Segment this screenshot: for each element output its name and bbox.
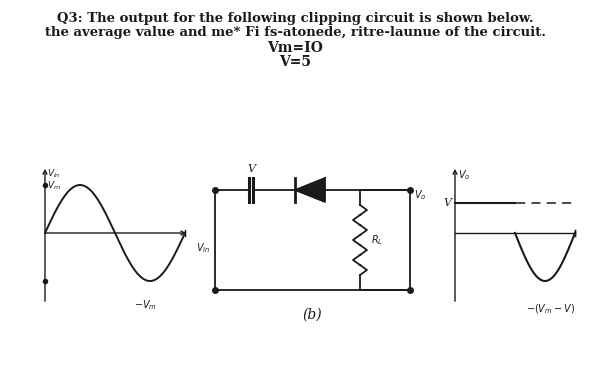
Text: $-(V_m - V)$: $-(V_m - V)$ (527, 302, 576, 316)
Text: (b): (b) (303, 308, 322, 322)
Text: $V_o$: $V_o$ (458, 168, 470, 182)
Text: $V_o$: $V_o$ (414, 188, 427, 202)
Text: $R_L$: $R_L$ (371, 233, 383, 247)
Text: $- V_m$: $- V_m$ (134, 298, 157, 312)
Polygon shape (295, 178, 325, 202)
Text: the average value and me* Fi fs-atonede, ritre-launue of the circuit.: the average value and me* Fi fs-atonede,… (45, 26, 546, 39)
Text: $V_{in}$: $V_{in}$ (47, 168, 60, 181)
Text: $V_{in}$: $V_{in}$ (196, 241, 210, 255)
Text: $V_m$: $V_m$ (47, 180, 61, 192)
Text: V: V (443, 198, 451, 208)
Text: V=5: V=5 (280, 55, 311, 69)
Text: V: V (247, 164, 255, 174)
Text: Q3: The output for the following clipping circuit is shown below.: Q3: The output for the following clippin… (57, 12, 534, 25)
Text: Vm=IO: Vm=IO (268, 41, 323, 55)
